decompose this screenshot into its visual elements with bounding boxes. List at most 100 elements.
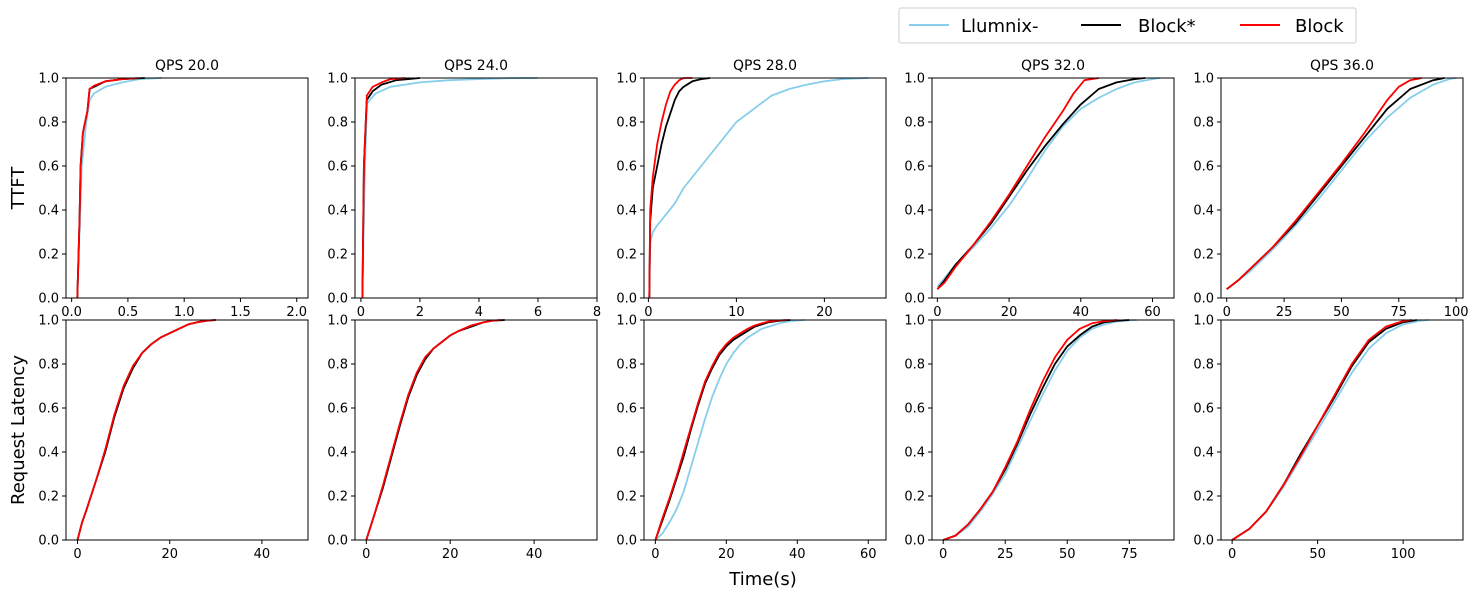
- subplot-title: QPS 36.0: [1310, 58, 1374, 74]
- plot-frame: [354, 319, 598, 541]
- plot-frame: [65, 319, 309, 541]
- subplot: 0.0 0.2 0.4 0.6 0.8 1.0 0 25 50 75: [904, 314, 1175, 562]
- x-tick-label: 20: [442, 547, 459, 562]
- y-tick-label: 0.6: [327, 402, 348, 417]
- y-tick-label: 0.8: [904, 116, 925, 131]
- series-line-llumnix: [936, 77, 1160, 288]
- x-tick-label: 20: [161, 547, 178, 562]
- y-tick-label: 0.0: [1193, 292, 1214, 307]
- plot-frame: [354, 77, 598, 299]
- series-line-block: [361, 77, 420, 299]
- y-tick-label: 0.4: [38, 204, 59, 219]
- x-tick-label: 0: [1228, 547, 1236, 562]
- y-tick-label: 0.4: [38, 446, 59, 461]
- series-line-block: [1226, 77, 1445, 290]
- x-tick-label: 60: [1144, 305, 1161, 320]
- x-tick-label: 0: [362, 547, 370, 562]
- y-tick-label: 0.8: [38, 358, 59, 373]
- y-tick-label: 0.0: [327, 534, 348, 549]
- x-tick-label: 40: [1073, 305, 1090, 320]
- row-label-ttft: TTFT: [8, 166, 29, 211]
- legend: Llumnix- Block* Block: [898, 7, 1357, 44]
- y-tick-label: 0.2: [38, 490, 59, 505]
- y-tick-label: 0.8: [1193, 116, 1214, 131]
- y-tick-label: 0.8: [616, 358, 637, 373]
- subplot-title: QPS 24.0: [444, 58, 508, 74]
- series-line-block: [654, 319, 791, 541]
- y-tick-label: 0.4: [1193, 446, 1214, 461]
- series-line-block: [361, 77, 406, 299]
- y-tick-label: 0.2: [1193, 248, 1214, 263]
- y-tick-label: 0.8: [327, 358, 348, 373]
- x-tick-label: 0.5: [118, 305, 139, 320]
- y-tick-label: 0.4: [616, 446, 637, 461]
- y-tick-label: 0.4: [327, 446, 348, 461]
- x-tick-label: 60: [860, 547, 877, 562]
- x-tick-label: 10: [728, 305, 745, 320]
- plot-frame: [643, 77, 887, 299]
- legend-label-block-star: Block*: [1138, 16, 1196, 37]
- y-tick-label: 0.0: [904, 292, 925, 307]
- subplot: 0.0 0.2 0.4 0.6 0.8 1.0 0 25 50 75 100 QPS 36.0: [1193, 58, 1468, 320]
- y-tick-label: 1.0: [616, 314, 637, 329]
- x-tick-label: 0: [651, 547, 659, 562]
- x-tick-label: 100: [1444, 305, 1469, 320]
- series-line-block: [365, 319, 501, 541]
- x-tick-label: 50: [1309, 547, 1326, 562]
- x-tick-label: 20: [718, 547, 735, 562]
- x-tick-label: 0: [939, 547, 947, 562]
- y-tick-label: 0.0: [38, 534, 59, 549]
- x-tick-label: 100: [1391, 547, 1416, 562]
- x-tick-label: 0.0: [61, 305, 82, 320]
- plot-frame: [643, 319, 887, 541]
- y-tick-label: 0.8: [904, 358, 925, 373]
- subplot: 0.0 0.2 0.4 0.6 0.8 1.0 0 50 100: [1193, 314, 1464, 562]
- subplot-title: QPS 28.0: [733, 58, 797, 74]
- x-tick-label: 75: [1121, 547, 1138, 562]
- x-tick-label: 2.0: [286, 305, 307, 320]
- subplot: 0.0 0.2 0.4 0.6 0.8 1.0 0 20 40: [38, 314, 309, 562]
- x-tick-label: 50: [1059, 547, 1076, 562]
- series-line-block: [1231, 319, 1412, 541]
- series-line-llumnix: [361, 77, 539, 299]
- y-tick-label: 0.4: [616, 204, 637, 219]
- subplot: 0.0 0.2 0.4 0.6 0.8 1.0 0 2 4 6 8 QPS 24.0: [327, 58, 601, 320]
- plot-frame: [931, 319, 1175, 541]
- y-tick-label: 0.6: [616, 402, 637, 417]
- x-tick-label: 50: [1333, 305, 1350, 320]
- y-tick-label: 0.2: [1193, 490, 1214, 505]
- x-tick-label: 0: [644, 305, 652, 320]
- y-tick-label: 1.0: [38, 72, 59, 87]
- series-line-llumnix: [648, 77, 869, 299]
- x-tick-label: 25: [997, 547, 1014, 562]
- subplot: 0.0 0.2 0.4 0.6 0.8 1.0 0.0 0.5 1.0 1.5 2.0 QPS 20.…: [38, 58, 309, 320]
- series-line-block: [648, 77, 711, 299]
- y-tick-label: 0.2: [38, 248, 59, 263]
- subplot-title: QPS 32.0: [1021, 58, 1085, 74]
- y-tick-label: 1.0: [1193, 72, 1214, 87]
- series-line-llumnix: [942, 319, 1137, 541]
- y-tick-label: 1.0: [38, 314, 59, 329]
- plot-frame: [1220, 319, 1464, 541]
- series-line-block: [365, 319, 505, 541]
- y-tick-label: 0.4: [327, 204, 348, 219]
- subplot: 0.0 0.2 0.4 0.6 0.8 1.0 0 10 20 QPS 28.0: [616, 58, 887, 320]
- y-tick-label: 0.4: [1193, 204, 1214, 219]
- y-tick-label: 1.0: [904, 72, 925, 87]
- series-line-llumnix: [1231, 319, 1429, 541]
- y-tick-label: 0.0: [327, 292, 348, 307]
- y-tick-label: 0.4: [904, 204, 925, 219]
- y-tick-label: 0.2: [327, 248, 348, 263]
- x-tick-label: 40: [789, 547, 806, 562]
- y-tick-label: 0.2: [904, 490, 925, 505]
- y-tick-label: 1.0: [327, 314, 348, 329]
- y-tick-label: 0.0: [616, 292, 637, 307]
- legend-frame: [898, 7, 1357, 44]
- x-tick-label: 0: [357, 305, 365, 320]
- y-tick-label: 0.2: [616, 248, 637, 263]
- x-tick-label: 2: [416, 305, 424, 320]
- y-tick-label: 0.0: [904, 534, 925, 549]
- series-line-block: [76, 319, 216, 541]
- series-line-llumnix: [654, 319, 805, 541]
- series-line-llumnix: [76, 77, 162, 299]
